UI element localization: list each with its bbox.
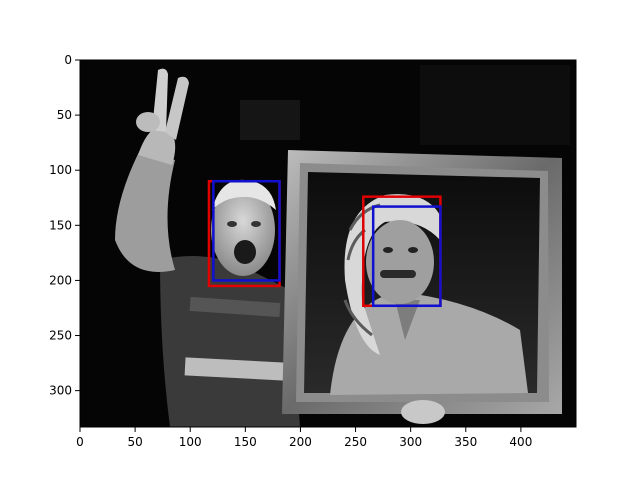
x-tick-label: 0 (76, 435, 84, 449)
y-tick-label: 0 (64, 53, 72, 67)
bounding-box-2 (212, 179, 281, 282)
x-tick-label: 100 (179, 435, 202, 449)
y-tick-label: 100 (49, 163, 72, 177)
y-axis: 0 50 100 150 200 250 300 (49, 53, 80, 398)
x-tick-label: 350 (454, 435, 477, 449)
y-tick-label: 200 (49, 273, 72, 287)
x-tick-label: 150 (234, 435, 257, 449)
x-tick-label: 50 (127, 435, 142, 449)
bounding-box-4 (371, 205, 442, 308)
y-tick-label: 250 (49, 329, 72, 343)
axes-frame (79, 59, 577, 428)
x-tick-label: 300 (399, 435, 422, 449)
bounding-boxes (207, 179, 442, 308)
y-tick-label: 150 (49, 218, 72, 232)
y-tick-label: 300 (49, 384, 72, 398)
x-tick-label: 400 (509, 435, 532, 449)
x-tick-label: 250 (344, 435, 367, 449)
x-axis: 0 50 100 150 200 250 300 350 400 (76, 427, 532, 449)
y-tick-label: 50 (57, 108, 72, 122)
photo (80, 60, 576, 427)
x-tick-label: 200 (289, 435, 312, 449)
